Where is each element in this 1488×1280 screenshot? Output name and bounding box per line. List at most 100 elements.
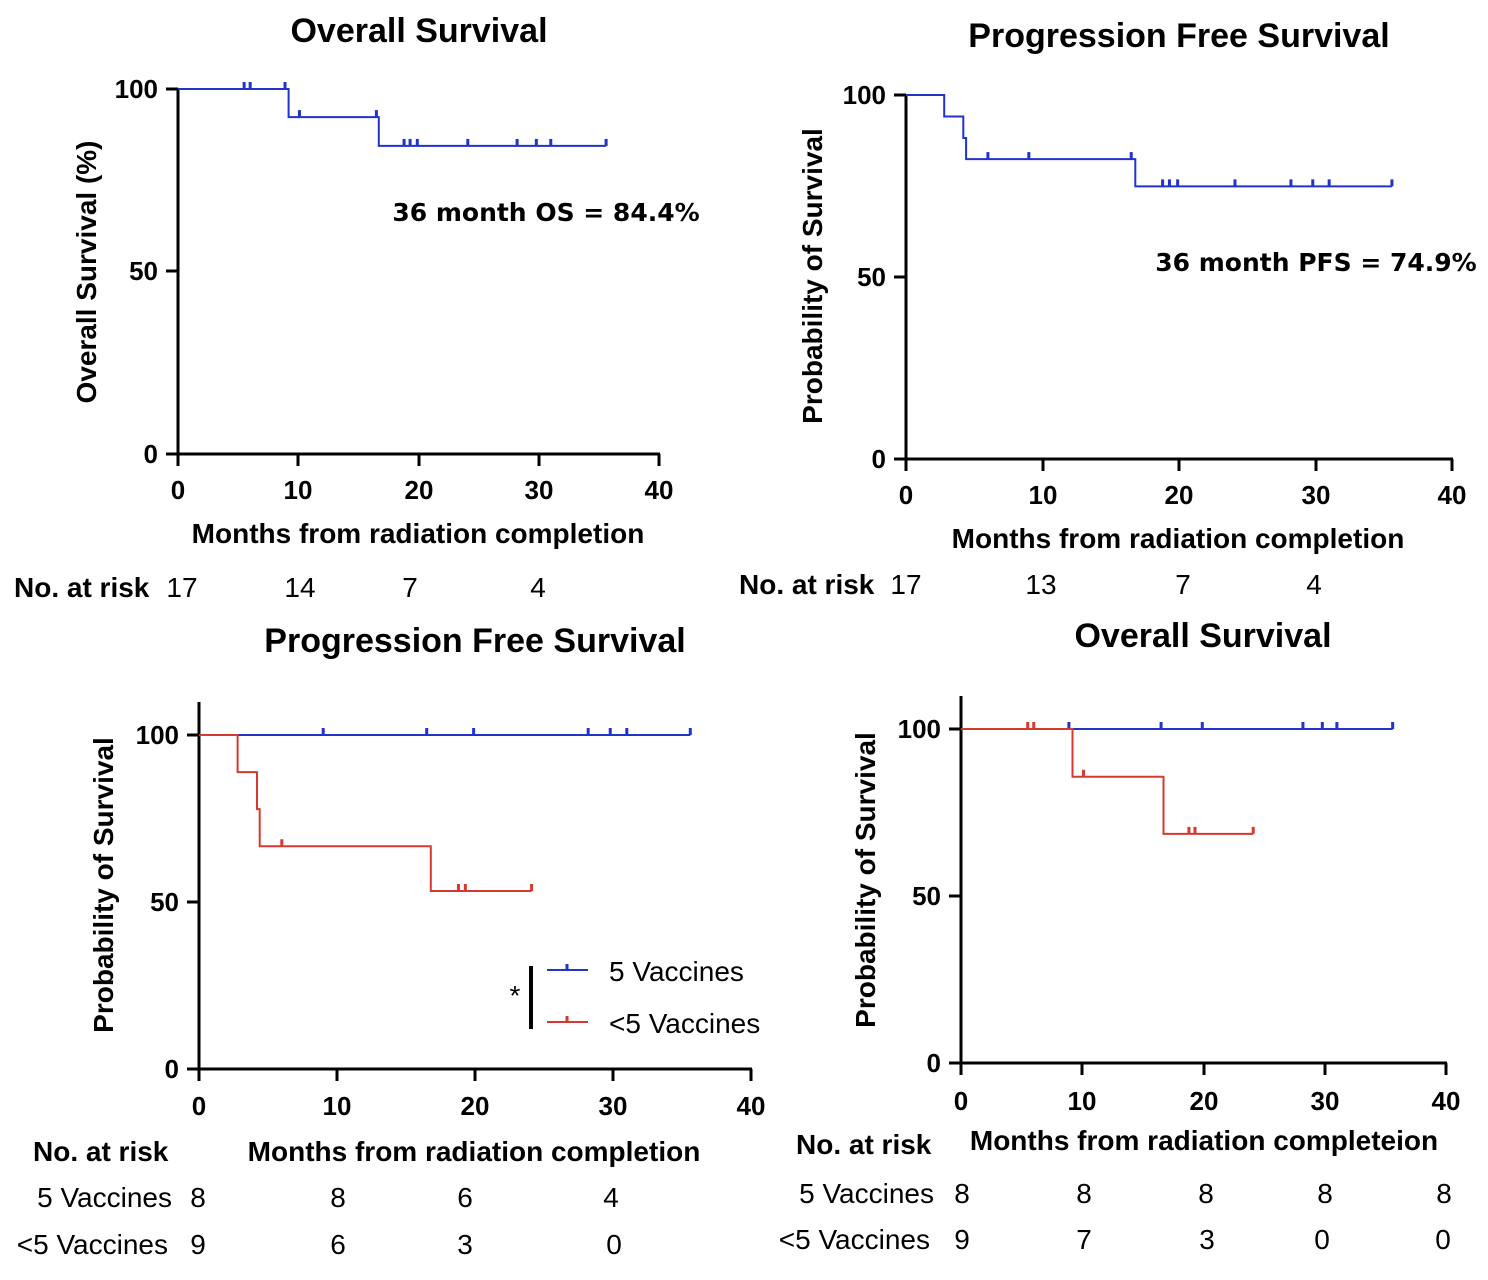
risk-count: 9	[190, 1229, 206, 1260]
x-tick-label: 40	[645, 475, 674, 505]
risk-row-label: 5 Vaccines	[37, 1182, 172, 1213]
risk-count: 8	[1317, 1178, 1333, 1209]
survival-curve-series-0	[178, 88, 607, 147]
risk-count: 0	[606, 1229, 622, 1260]
risk-count: 17	[166, 572, 197, 603]
legend-label-5-vaccines: 5 Vaccines	[609, 956, 744, 987]
y-tick-label: 100	[898, 714, 941, 744]
x-tick-label: 0	[899, 480, 913, 510]
tick-marks	[166, 87, 661, 466]
plot-area	[199, 728, 692, 892]
x-tick-label: 10	[323, 1091, 352, 1121]
y-tick-label: 50	[129, 256, 158, 286]
legend-label-lt5-vaccines: <5 Vaccines	[609, 1008, 760, 1039]
panel-os-vaccines: Overall Survival Probability of Survival…	[779, 617, 1461, 1255]
risk-count: 13	[1025, 569, 1056, 600]
risk-count: 3	[457, 1229, 473, 1260]
x-axis-label: Months from radiation completeion	[970, 1125, 1438, 1156]
chart-title: Progression Free Survival	[968, 17, 1389, 55]
x-tick-label: 30	[1311, 1086, 1340, 1116]
x-tick-label: 10	[1068, 1086, 1097, 1116]
y-axis-label: Probability of Survival	[88, 737, 119, 1033]
x-tick-label: 40	[1438, 480, 1467, 510]
risk-table-header: No. at risk	[739, 569, 875, 600]
y-tick-label: 100	[136, 720, 179, 750]
risk-count: 8	[954, 1178, 970, 1209]
plot-area	[178, 82, 608, 147]
y-tick-label: 0	[144, 439, 158, 469]
risk-table-header: No. at risk	[33, 1136, 169, 1167]
y-tick-label: 100	[115, 74, 158, 104]
x-tick-label: 40	[1432, 1086, 1461, 1116]
survival-curve-series-0	[906, 94, 1392, 188]
panel-pfs-vaccines: Progression Free Survival Probability of…	[17, 622, 766, 1260]
y-tick-label: 100	[843, 80, 886, 110]
risk-count: 8	[1198, 1178, 1214, 1209]
x-tick-label: 20	[405, 475, 434, 505]
x-tick-label: 20	[1190, 1086, 1219, 1116]
y-tick-label: 0	[165, 1054, 179, 1084]
x-tick-label: 0	[171, 475, 185, 505]
y-axis-label: Probability of Survival	[850, 732, 881, 1028]
chart-title: Overall Survival	[290, 12, 547, 50]
y-tick-label: 0	[927, 1048, 941, 1078]
y-tick-label: 50	[150, 887, 179, 917]
significance-marker: *	[510, 980, 521, 1011]
risk-count: 3	[1199, 1224, 1215, 1255]
plot-area	[906, 94, 1394, 188]
plot-area	[961, 722, 1395, 835]
annotation-36m-pfs: 36 month PFS = 74.9%	[1155, 248, 1476, 277]
risk-table-header: No. at risk	[14, 572, 150, 603]
risk-count: 7	[402, 572, 418, 603]
tick-marks	[949, 727, 1448, 1075]
risk-count: 0	[1435, 1224, 1451, 1255]
legend: * 5 Vaccines <5 Vaccines	[510, 956, 761, 1039]
risk-count: 14	[284, 572, 315, 603]
risk-count: 8	[190, 1182, 206, 1213]
risk-row-label: <5 Vaccines	[779, 1224, 930, 1255]
y-axis-label: Overall Survival (%)	[71, 140, 102, 403]
x-tick-label: 20	[1165, 480, 1194, 510]
x-axis-label: Months from radiation completion	[952, 523, 1405, 554]
y-axis-label: Probability of Survival	[797, 128, 828, 424]
panel-pfs-overall: Progression Free Survival Probability of…	[739, 17, 1477, 600]
x-tick-label: 20	[461, 1091, 490, 1121]
risk-count: 4	[1306, 569, 1322, 600]
risk-row-label: 5 Vaccines	[799, 1178, 934, 1209]
tick-marks	[187, 733, 753, 1081]
y-tick-label: 50	[912, 881, 941, 911]
risk-count: 8	[1076, 1178, 1092, 1209]
y-tick-label: 50	[857, 262, 886, 292]
risk-count: 4	[603, 1182, 619, 1213]
risk-count: 0	[1314, 1224, 1330, 1255]
risk-count: 6	[457, 1182, 473, 1213]
x-tick-label: 10	[1029, 480, 1058, 510]
risk-count: 8	[1436, 1178, 1452, 1209]
x-tick-label: 30	[599, 1091, 628, 1121]
x-tick-label: 0	[954, 1086, 968, 1116]
risk-count: 7	[1076, 1224, 1092, 1255]
y-tick-label: 0	[872, 444, 886, 474]
x-tick-label: 10	[284, 475, 313, 505]
x-tick-label: 30	[525, 475, 554, 505]
survival-curve--5-vaccines	[199, 734, 532, 892]
risk-count: 8	[330, 1182, 346, 1213]
annotation-36m-os: 36 month OS = 84.4%	[392, 198, 699, 227]
risk-count: 4	[530, 572, 546, 603]
survival-curve-series-1	[961, 728, 1254, 835]
chart-title: Overall Survival	[1074, 617, 1331, 655]
chart-title: Progression Free Survival	[264, 622, 685, 660]
x-tick-label: 0	[192, 1091, 206, 1121]
x-tick-label: 30	[1302, 480, 1331, 510]
risk-count: 9	[954, 1224, 970, 1255]
risk-table-header: No. at risk	[796, 1129, 932, 1160]
tick-marks	[894, 93, 1454, 471]
x-axis-label: Months from radiation completion	[248, 1136, 701, 1167]
risk-count: 17	[890, 569, 921, 600]
risk-count: 7	[1175, 569, 1191, 600]
x-axis-label: Months from radiation completion	[192, 518, 645, 549]
panel-os-overall: Overall Survival Overall Survival (%) 10…	[14, 12, 700, 603]
risk-row-label: <5 Vaccines	[17, 1229, 168, 1260]
risk-count: 6	[330, 1229, 346, 1260]
